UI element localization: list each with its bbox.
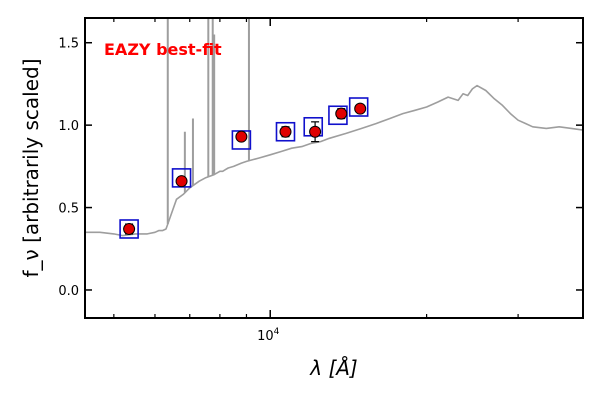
x-tick-label: 104 — [257, 327, 280, 344]
observed-photometry-point — [175, 175, 188, 188]
y-tick-label: 1.0 — [58, 119, 79, 134]
observed-photometry-point — [235, 130, 248, 143]
y-axis-label: f_ν [arbitrarily scaled] — [19, 59, 43, 278]
template-spectrum-line — [85, 84, 583, 237]
observed-photometry-point — [354, 102, 367, 115]
observed-photometry-point — [335, 107, 348, 120]
observed-photometry-point — [279, 125, 292, 138]
y-tick-label: 1.5 — [58, 37, 79, 52]
annotation-label: EAZY best-fit — [104, 40, 222, 59]
y-tick-label: 0.0 — [58, 284, 79, 299]
model-photometry-box — [275, 121, 296, 142]
observed-photometry-point — [309, 125, 322, 138]
model-photometry-box — [348, 97, 369, 117]
model-photometry-box — [119, 219, 139, 239]
y-tick-label: 0.5 — [58, 202, 79, 217]
x-axis-label: λ [Å] — [309, 356, 357, 380]
plot-frame — [84, 17, 584, 319]
observed-photometry-point — [123, 222, 136, 235]
